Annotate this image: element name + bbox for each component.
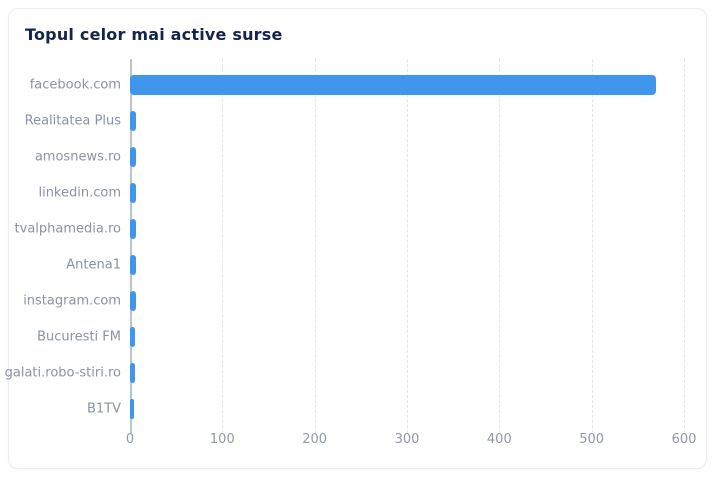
bar-row: instagram.com (23, 283, 684, 319)
bar[interactable] (130, 399, 134, 419)
bar-row: B1TV (87, 391, 684, 427)
bar[interactable] (130, 111, 137, 131)
x-tick-label: 400 (486, 432, 512, 447)
bar-row: galati.robo-stiri.ro (5, 355, 684, 391)
x-tick-label: 300 (394, 432, 420, 447)
chart-card: Topul celor mai active surse facebook.co… (5, 8, 707, 469)
category-label: B1TV (86, 401, 121, 417)
category-label: Bucuresti FM (37, 329, 121, 345)
bar-row: facebook.com (30, 67, 684, 103)
bar-row: Bucuresti FM (37, 319, 684, 355)
category-label: facebook.com (29, 77, 121, 93)
bar-row: amosnews.ro (35, 139, 684, 175)
bar[interactable] (130, 147, 137, 167)
chart-title: Topul celor mai active surse (25, 25, 283, 44)
category-label: amosnews.ro (34, 149, 121, 165)
x-tick-label: 600 (671, 432, 697, 447)
bar-row: tvalphamedia.ro (15, 211, 684, 247)
x-tick-label: 0 (125, 432, 135, 447)
category-label: linkedin.com (38, 185, 121, 201)
x-axis: 0 100 200 300 400 500 600 (126, 432, 697, 448)
bar[interactable] (130, 183, 136, 203)
bar-row: Realitatea Plus (25, 103, 684, 139)
x-tick-label: 100 (209, 432, 235, 447)
bar-row: linkedin.com (38, 175, 684, 211)
gridline (684, 59, 685, 433)
bar[interactable] (130, 363, 135, 383)
bar[interactable] (130, 291, 136, 311)
category-label: instagram.com (23, 293, 121, 309)
category-label: tvalphamedia.ro (14, 221, 121, 237)
bar[interactable] (130, 327, 135, 347)
bar[interactable] (130, 75, 657, 95)
x-tick-label: 200 (302, 432, 328, 447)
bar-chart: facebook.com Realitatea Plus amosnews.ro li… (5, 59, 706, 448)
bar-rows: facebook.com Realitatea Plus amosnews.ro li… (5, 59, 684, 427)
plot-area: facebook.com Realitatea Plus amosnews.ro li… (5, 59, 685, 433)
category-label: Realitatea Plus (24, 113, 121, 129)
category-label: Antena1 (66, 257, 121, 273)
x-tick-label: 500 (579, 432, 605, 447)
bar[interactable] (130, 219, 136, 239)
bar[interactable] (130, 255, 136, 275)
bar-row: Antena1 (66, 247, 684, 283)
category-label: galati.robo-stiri.ro (4, 365, 121, 381)
